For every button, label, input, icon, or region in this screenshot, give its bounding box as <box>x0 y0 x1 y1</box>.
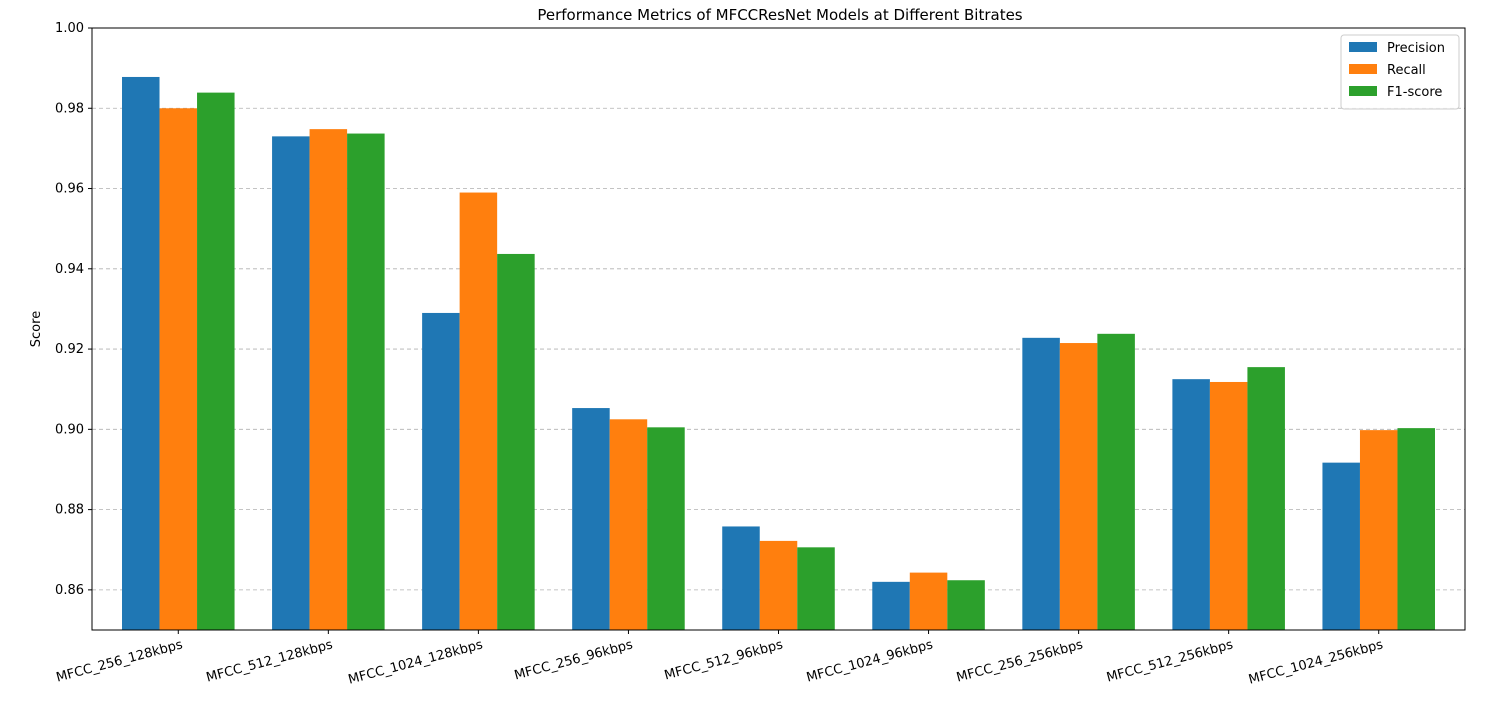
bar-recall <box>309 129 348 631</box>
legend-swatch <box>1349 42 1377 52</box>
x-tick-label: MFCC_1024_256kbps <box>1247 637 1385 687</box>
x-axis: MFCC_256_128kbps MFCC_512_128kbps MFCC_102… <box>55 630 1385 688</box>
bar-f1-score <box>947 580 985 630</box>
legend: Precision Recall F1-score <box>1340 34 1460 110</box>
y-tick-label: 0.92 <box>55 342 84 357</box>
y-tick-label: 0.94 <box>55 262 84 277</box>
legend-swatch <box>1349 64 1377 74</box>
bars <box>122 76 1435 631</box>
bar-recall <box>609 419 648 630</box>
x-tick-label: MFCC_256_256kbps <box>955 637 1085 685</box>
bar-f1-score <box>347 133 385 630</box>
bar-recall <box>459 192 498 630</box>
x-tick-label: MFCC_256_96kbps <box>513 637 635 683</box>
bar-precision <box>122 76 160 631</box>
y-tick-label: 0.96 <box>55 182 84 197</box>
bar-f1-score <box>797 547 835 630</box>
bar-f1-score <box>1097 333 1135 630</box>
y-tick-label: 0.88 <box>55 503 84 518</box>
bar-f1-score <box>197 92 235 630</box>
bar-recall <box>1359 430 1398 630</box>
bar-precision <box>272 136 310 631</box>
chart-title: Performance Metrics of MFCCResNet Models… <box>537 6 1022 24</box>
y-tick-label: 0.98 <box>55 101 84 116</box>
y-tick-label: 0.86 <box>55 583 84 598</box>
bar-precision <box>722 526 760 630</box>
bar-precision <box>422 312 460 630</box>
bar-precision <box>1022 337 1060 630</box>
x-tick-label: MFCC_256_128kbps <box>55 637 185 685</box>
bar-precision <box>1322 462 1360 630</box>
legend-label: F1-score <box>1387 85 1442 100</box>
y-axis: 0.86 0.88 0.90 0.92 0.94 0.96 0.98 1.00 <box>55 21 92 598</box>
bar-recall <box>909 572 948 630</box>
legend-swatch <box>1349 86 1377 96</box>
x-tick-label: MFCC_1024_96kbps <box>805 637 935 685</box>
bar-precision <box>872 581 910 630</box>
x-tick-label: MFCC_512_128kbps <box>205 637 335 685</box>
x-tick-label: MFCC_512_256kbps <box>1105 637 1235 685</box>
bar-f1-score <box>1397 428 1435 630</box>
y-tick-label: 0.90 <box>55 422 84 437</box>
bar-recall <box>1059 343 1098 630</box>
bar-recall <box>159 108 198 631</box>
y-tick-label: 1.00 <box>55 21 84 36</box>
bar-recall <box>1209 381 1248 630</box>
y-axis-label: Score <box>29 311 44 347</box>
legend-label: Precision <box>1387 41 1445 56</box>
bar-f1-score <box>647 427 685 630</box>
bar-recall <box>759 540 798 630</box>
bar-precision <box>572 408 610 630</box>
x-tick-label: MFCC_512_96kbps <box>663 637 785 683</box>
bar-precision <box>1172 379 1210 630</box>
x-tick-label: MFCC_1024_128kbps <box>347 637 485 687</box>
bar-f1-score <box>1247 367 1285 630</box>
legend-label: Recall <box>1387 63 1426 78</box>
bar-f1-score <box>497 253 535 630</box>
